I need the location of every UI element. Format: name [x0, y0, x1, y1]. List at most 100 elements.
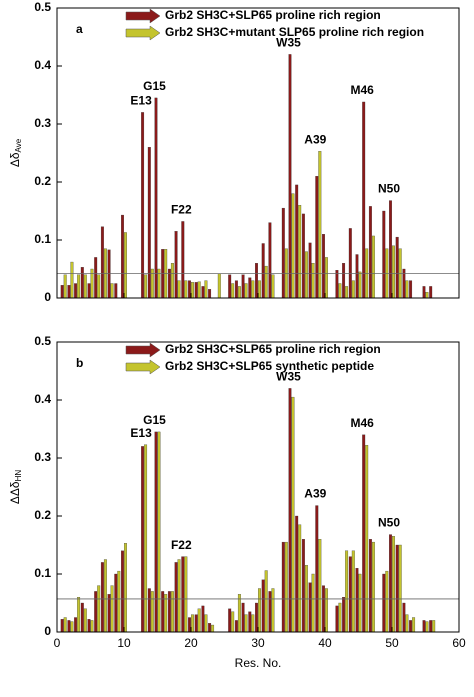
- bar: [371, 541, 375, 633]
- bar: [124, 543, 127, 633]
- plot-frame: [56, 7, 460, 299]
- annotation: E13: [130, 94, 152, 108]
- x-tick-label: 60: [452, 636, 466, 650]
- bar: [80, 602, 84, 633]
- bar: [67, 285, 71, 299]
- bar: [271, 274, 275, 299]
- y-axis-label: ΔδAve: [8, 138, 23, 167]
- bar: [244, 283, 248, 299]
- bar: [412, 617, 416, 633]
- bar: [358, 271, 362, 299]
- bar: [194, 282, 198, 299]
- bar: [117, 570, 121, 633]
- y-tick-label: 0: [44, 290, 51, 304]
- bar: [83, 608, 87, 633]
- bar: [144, 274, 148, 299]
- bar: [251, 614, 255, 633]
- bar: [94, 591, 98, 633]
- annotation: M46: [351, 83, 375, 97]
- bar: [311, 573, 315, 633]
- bar: [304, 251, 308, 299]
- bar: [77, 597, 81, 633]
- x-tick-label: 40: [318, 636, 332, 650]
- bar: [197, 608, 201, 633]
- bar: [409, 280, 413, 299]
- plot-frame: [56, 341, 460, 633]
- bar: [164, 594, 168, 633]
- bar: [405, 614, 409, 633]
- bar: [248, 611, 252, 633]
- panel-label: b: [76, 356, 83, 370]
- bar: [398, 544, 402, 633]
- bar: [124, 232, 127, 299]
- bar: [63, 617, 67, 633]
- bar: [114, 283, 118, 299]
- bar: [268, 591, 272, 633]
- bar: [371, 235, 375, 299]
- annotation: A39: [304, 132, 326, 146]
- bar: [234, 620, 238, 633]
- bar: [255, 263, 258, 299]
- bar: [174, 231, 178, 299]
- bar: [201, 286, 205, 299]
- bar: [204, 614, 208, 633]
- bar: [409, 620, 413, 633]
- legend-swatch: [125, 359, 161, 375]
- y-tick-label: 0: [44, 624, 51, 638]
- bar: [188, 280, 191, 299]
- bar: [141, 112, 145, 299]
- bar: [87, 283, 91, 299]
- bar: [141, 446, 145, 633]
- bar: [197, 281, 201, 299]
- bar: [191, 282, 194, 299]
- bar: [335, 270, 339, 299]
- bar: [382, 210, 386, 299]
- y-tick-label: 0.2: [34, 508, 51, 522]
- bar: [184, 280, 188, 299]
- legend-swatch: [125, 8, 161, 24]
- bar: [389, 200, 392, 299]
- bar: [67, 620, 71, 633]
- bar: [308, 582, 312, 633]
- bar: [100, 226, 104, 299]
- bar: [194, 614, 198, 633]
- bar: [147, 588, 151, 633]
- x-axis-label: Res. No.: [235, 656, 282, 670]
- bar: [241, 274, 245, 299]
- annotation: F22: [171, 538, 192, 552]
- y-tick-label: 0.4: [34, 392, 51, 406]
- bar: [74, 283, 78, 299]
- bar: [395, 236, 399, 299]
- bar: [402, 602, 406, 633]
- bar: [355, 568, 359, 633]
- bar: [100, 562, 104, 633]
- bar: [261, 579, 265, 633]
- bar: [184, 556, 188, 633]
- bar: [177, 280, 181, 299]
- bar: [295, 184, 299, 299]
- bar: [351, 280, 355, 299]
- bar: [60, 285, 64, 299]
- bar: [107, 594, 111, 633]
- bar: [77, 274, 81, 299]
- bar: [110, 585, 114, 633]
- annotation: M46: [351, 416, 375, 430]
- bar: [281, 207, 285, 299]
- bar: [429, 286, 433, 299]
- bar: [342, 597, 346, 633]
- annotation: N50: [378, 516, 400, 530]
- bar: [74, 617, 78, 633]
- annotation: E13: [130, 426, 152, 440]
- y-axis-label: ΔΔδHN: [8, 470, 23, 504]
- bar: [60, 619, 64, 633]
- bar: [174, 562, 178, 633]
- bar: [389, 534, 392, 633]
- bar: [335, 605, 339, 633]
- bar: [231, 611, 235, 633]
- bar: [301, 213, 305, 299]
- bar: [181, 221, 185, 299]
- bar: [237, 594, 241, 633]
- bar: [103, 559, 107, 633]
- bar: [255, 602, 258, 633]
